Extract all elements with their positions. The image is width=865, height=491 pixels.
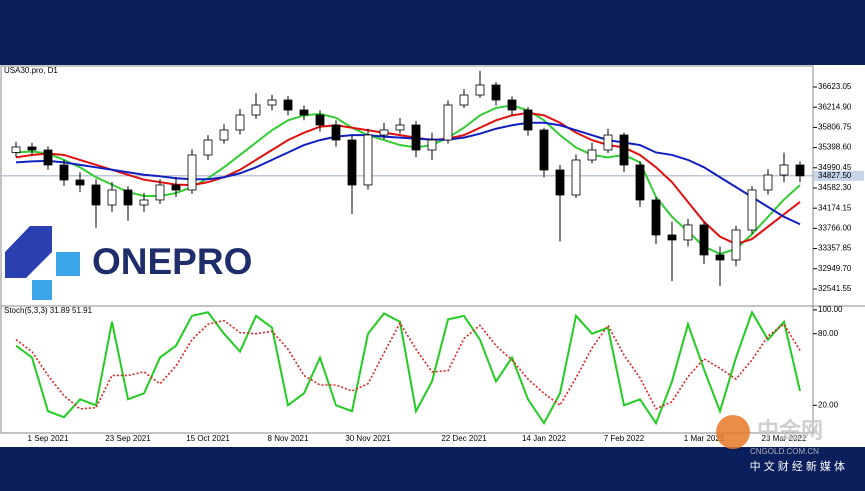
candle-body — [747, 189, 757, 231]
candle-body — [635, 164, 645, 201]
candle-body — [139, 199, 149, 206]
candle-body — [555, 169, 565, 196]
candle-body — [475, 84, 485, 96]
y-tick-label: 35398.60 — [818, 143, 852, 152]
candle-body — [91, 184, 101, 206]
y-tick-label: 100.00 — [818, 305, 843, 314]
y-tick-label: 33766.00 — [818, 223, 852, 232]
indicator-line — [15, 111, 801, 246]
candle-body — [59, 164, 69, 181]
candle-body — [267, 99, 277, 106]
candle-body — [171, 184, 181, 191]
chart-title: USA30.pro, D1 — [4, 66, 58, 75]
candle-body — [667, 234, 677, 241]
candle-body — [651, 199, 661, 236]
candle-body — [235, 114, 245, 131]
candle-body — [699, 224, 709, 256]
candle-body — [107, 189, 117, 206]
x-tick-label: 1 Sep 2021 — [28, 434, 69, 443]
candle-body — [347, 139, 357, 186]
logo-shape — [5, 226, 52, 278]
footer-text: 中 文 财 经 新 媒 体 — [750, 459, 845, 473]
x-tick-label: 8 Nov 2021 — [268, 434, 309, 443]
candle-body — [459, 94, 469, 106]
candle-body — [507, 99, 517, 111]
y-tick-label: 34582.30 — [818, 183, 852, 192]
candle-body — [731, 229, 741, 261]
watermark-text: 中金网 — [757, 418, 823, 443]
candle-body — [443, 104, 453, 141]
candle-body — [299, 109, 309, 116]
y-tick-label: 36214.90 — [818, 102, 852, 111]
x-tick-label: 14 Jan 2022 — [522, 434, 567, 443]
candle-body — [123, 189, 133, 206]
candle-body — [75, 179, 85, 186]
y-tick-label: 36623.05 — [818, 82, 852, 91]
x-tick-label: 23 Mar 2022 — [762, 434, 807, 443]
y-tick-label: 35806.75 — [818, 123, 852, 132]
watermark: 中金网 CNGOLD.COM.CN — [716, 415, 823, 456]
candle-body — [219, 129, 229, 141]
candle-body — [411, 124, 421, 151]
x-tick-label: 30 Nov 2021 — [345, 434, 391, 443]
candle-body — [155, 184, 165, 201]
candle-body — [395, 124, 405, 131]
y-tick-label: 34990.45 — [818, 163, 852, 172]
candle-body — [523, 109, 533, 131]
candle-body — [43, 149, 53, 166]
plot-frame — [0, 65, 814, 434]
y-tick-label: 34174.15 — [818, 203, 852, 212]
indicator-line — [15, 104, 801, 255]
logo-shape — [56, 252, 80, 276]
logo: ONEPRO — [5, 226, 252, 300]
candle-body — [315, 114, 325, 126]
candle-body — [363, 134, 373, 186]
candle-body — [11, 146, 21, 153]
x-tick-label: 7 Feb 2022 — [604, 434, 645, 443]
x-tick-label: 23 Sep 2021 — [105, 434, 151, 443]
x-tick-label: 15 Oct 2021 — [186, 434, 230, 443]
candle-body — [779, 164, 789, 176]
logo-text: ONEPRO — [92, 241, 252, 282]
candle-body — [683, 224, 693, 241]
candle-body — [715, 254, 725, 261]
candle-body — [539, 129, 549, 171]
y-tick-label: 33357.85 — [818, 244, 852, 253]
x-tick-label: 22 Dec 2021 — [441, 434, 487, 443]
candle-body — [283, 99, 293, 111]
indicator-title: Stoch(5,3,3) 31.89 51.91 — [4, 306, 93, 315]
y-tick-label: 80.00 — [818, 329, 839, 338]
candle-body — [251, 104, 261, 116]
candle-body — [795, 164, 805, 177]
candle-body — [603, 134, 613, 151]
x-tick-label: 1 Mar 2022 — [684, 434, 725, 443]
candle-body — [571, 159, 581, 196]
indicator-line — [15, 309, 801, 426]
candle-body — [587, 149, 597, 161]
y-tick-label: 32541.55 — [818, 284, 852, 293]
watermark-url: CNGOLD.COM.CN — [750, 447, 819, 456]
candle-body — [331, 124, 341, 141]
candle-body — [203, 139, 213, 156]
logo-shape — [32, 280, 52, 300]
y-tick-label: 20.00 — [818, 400, 839, 409]
candle-body — [27, 146, 37, 151]
price-label-box — [814, 170, 864, 181]
price-label: 34827.50 — [818, 171, 852, 180]
candle-body — [619, 134, 629, 166]
candle-body — [491, 84, 501, 101]
indicator-line — [15, 319, 801, 410]
candle-body — [427, 139, 437, 151]
candle-body — [379, 129, 389, 136]
y-tick-label: 32949.70 — [818, 264, 852, 273]
candle-body — [763, 174, 773, 191]
indicator-line — [15, 121, 801, 226]
watermark-icon — [716, 415, 750, 449]
candle-body — [187, 154, 197, 191]
